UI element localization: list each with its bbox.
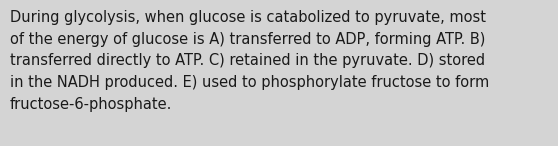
Text: During glycolysis, when glucose is catabolized to pyruvate, most
of the energy o: During glycolysis, when glucose is catab… — [10, 10, 489, 112]
